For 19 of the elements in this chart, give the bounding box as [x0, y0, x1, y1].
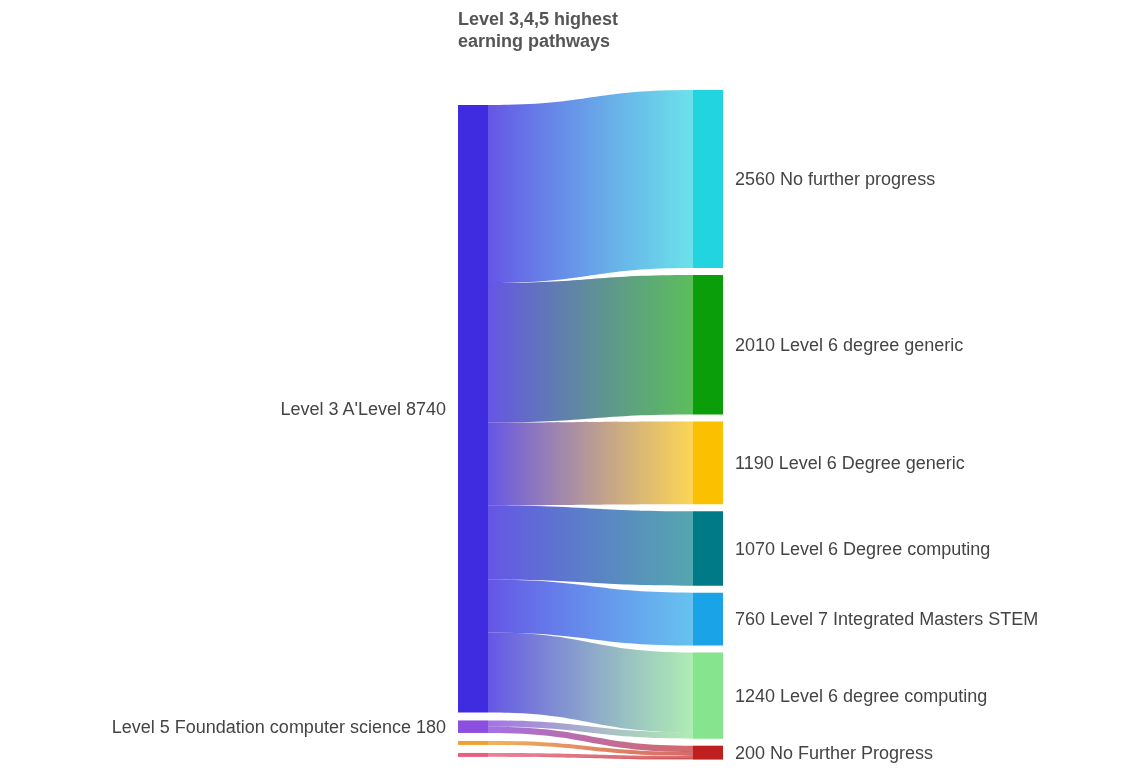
data-label: 1070 [735, 538, 776, 558]
data-label: 8740 [405, 398, 446, 419]
data-label: 2010 [735, 334, 776, 355]
category-label: Level 6 degree computing [780, 685, 988, 706]
category-label: No Further Progress [770, 742, 934, 763]
category-label: Level 3 A'Level [280, 398, 401, 419]
category-label: Level 5 Foundation computer science [111, 716, 411, 737]
data-label: 1190 [735, 452, 774, 473]
data-label: 1240 [735, 685, 776, 706]
text: Level 3,4,5 highest earning pathways [458, 8, 620, 52]
category-label: Level 6 Degree generic [778, 452, 965, 473]
data-label: 760 [735, 608, 766, 629]
category-label: Level 6 degree generic [780, 334, 964, 355]
category-label: Level 7 Integrated Masters STEM [770, 608, 1039, 629]
data-label: 200 [735, 742, 766, 763]
category-label: Level 6 Degree computing [780, 538, 991, 558]
category-label: No further progress [780, 168, 936, 189]
data-label: 2560 [735, 168, 776, 189]
data-label: 180 [415, 716, 446, 737]
